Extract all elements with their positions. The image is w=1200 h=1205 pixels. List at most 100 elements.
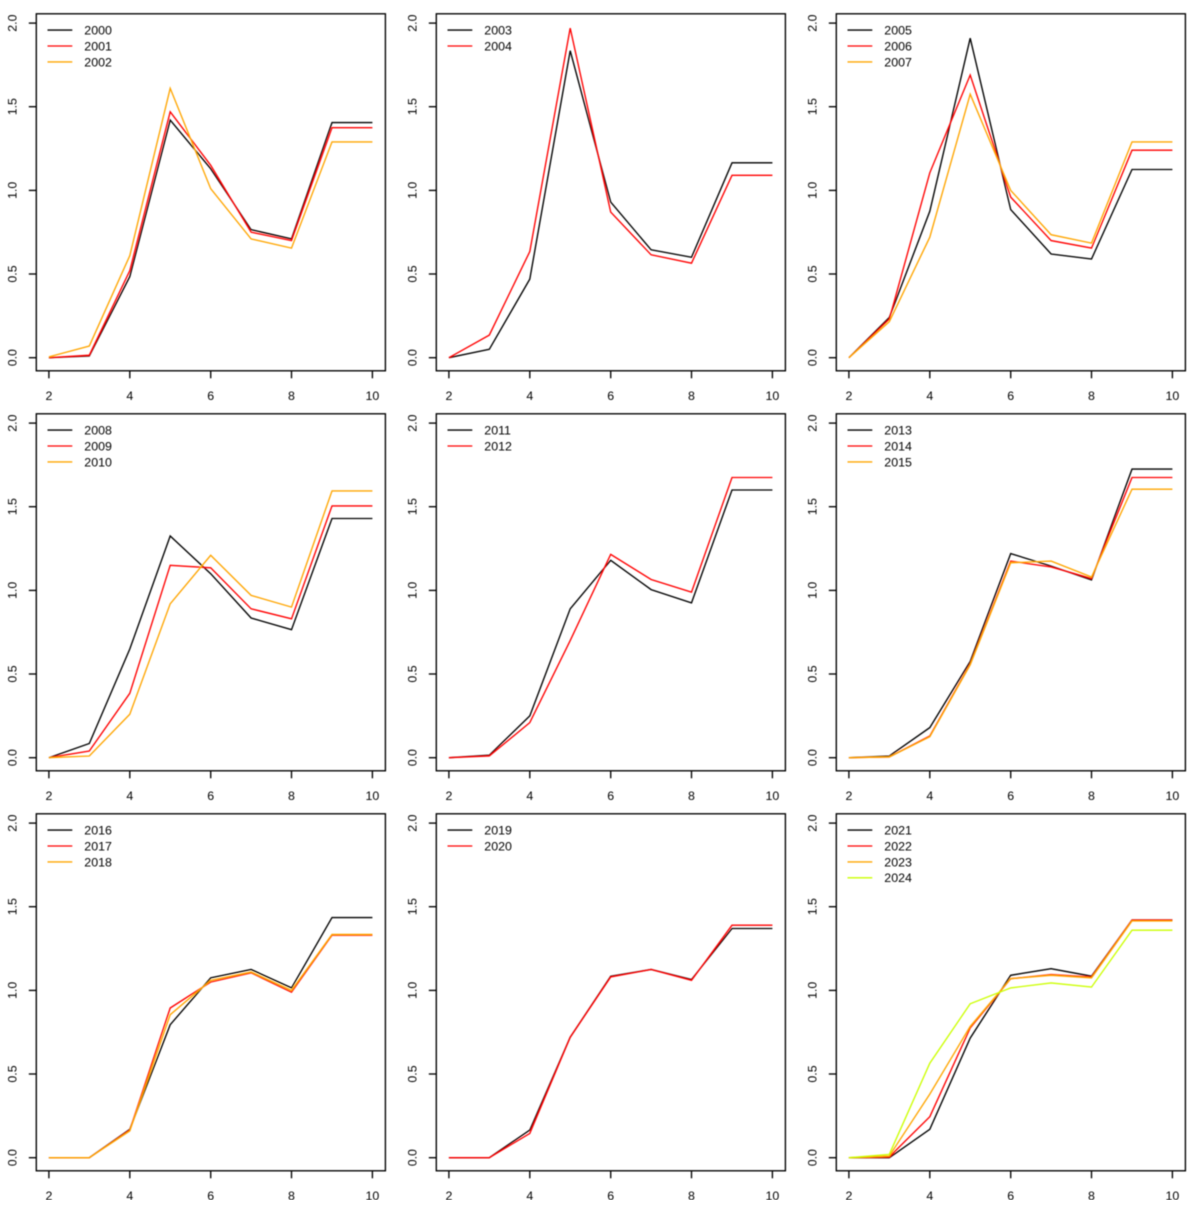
svg-text:2: 2 bbox=[445, 789, 452, 803]
svg-text:0.5: 0.5 bbox=[6, 265, 20, 282]
svg-text:1.5: 1.5 bbox=[406, 898, 420, 915]
svg-text:1.5: 1.5 bbox=[806, 98, 820, 115]
svg-text:0.0: 0.0 bbox=[806, 349, 820, 366]
svg-text:0.0: 0.0 bbox=[406, 349, 420, 366]
svg-text:8: 8 bbox=[1088, 1189, 1095, 1200]
svg-text:0.5: 0.5 bbox=[806, 265, 820, 282]
svg-text:2: 2 bbox=[845, 389, 852, 403]
svg-text:2: 2 bbox=[845, 1189, 852, 1200]
svg-text:1.0: 1.0 bbox=[806, 982, 820, 999]
svg-text:10: 10 bbox=[766, 389, 780, 403]
svg-text:1.5: 1.5 bbox=[406, 498, 420, 515]
svg-text:4: 4 bbox=[126, 1189, 133, 1200]
svg-text:2020: 2020 bbox=[484, 839, 512, 853]
svg-text:0.0: 0.0 bbox=[806, 749, 820, 766]
svg-text:2.0: 2.0 bbox=[806, 414, 820, 431]
svg-text:2: 2 bbox=[445, 1189, 452, 1200]
svg-text:8: 8 bbox=[688, 389, 695, 403]
svg-text:10: 10 bbox=[1166, 1189, 1180, 1200]
svg-text:2015: 2015 bbox=[884, 455, 912, 469]
svg-text:0.5: 0.5 bbox=[406, 265, 420, 282]
svg-text:10: 10 bbox=[766, 789, 780, 803]
svg-text:6: 6 bbox=[1007, 1189, 1014, 1200]
svg-text:10: 10 bbox=[766, 1189, 780, 1200]
svg-text:8: 8 bbox=[688, 789, 695, 803]
svg-text:2: 2 bbox=[45, 789, 52, 803]
svg-text:2010: 2010 bbox=[84, 455, 112, 469]
svg-text:4: 4 bbox=[926, 1189, 933, 1200]
svg-text:2: 2 bbox=[45, 389, 52, 403]
svg-text:2.0: 2.0 bbox=[406, 414, 420, 431]
svg-text:10: 10 bbox=[1166, 789, 1180, 803]
svg-text:0.0: 0.0 bbox=[806, 1149, 820, 1166]
svg-text:2: 2 bbox=[45, 1189, 52, 1200]
svg-text:2008: 2008 bbox=[84, 424, 112, 438]
svg-text:2.0: 2.0 bbox=[806, 814, 820, 831]
svg-text:1.0: 1.0 bbox=[806, 182, 820, 199]
svg-text:0.0: 0.0 bbox=[6, 1149, 20, 1166]
svg-text:1.0: 1.0 bbox=[406, 982, 420, 999]
svg-text:6: 6 bbox=[207, 389, 214, 403]
svg-text:1.5: 1.5 bbox=[6, 898, 20, 915]
svg-text:2.0: 2.0 bbox=[6, 814, 20, 831]
svg-text:2000: 2000 bbox=[84, 24, 112, 38]
svg-text:2009: 2009 bbox=[84, 439, 112, 453]
svg-text:6: 6 bbox=[607, 789, 614, 803]
svg-text:2021: 2021 bbox=[884, 824, 912, 838]
svg-text:1.0: 1.0 bbox=[6, 182, 20, 199]
svg-text:6: 6 bbox=[1007, 789, 1014, 803]
svg-text:0.5: 0.5 bbox=[6, 665, 20, 682]
svg-text:0.5: 0.5 bbox=[406, 1065, 420, 1082]
svg-text:2.0: 2.0 bbox=[406, 14, 420, 31]
svg-text:10: 10 bbox=[366, 1189, 380, 1200]
svg-text:0.5: 0.5 bbox=[6, 1065, 20, 1082]
svg-text:1.5: 1.5 bbox=[806, 498, 820, 515]
svg-text:4: 4 bbox=[526, 389, 533, 403]
svg-text:2013: 2013 bbox=[884, 424, 912, 438]
svg-text:8: 8 bbox=[688, 1189, 695, 1200]
svg-text:10: 10 bbox=[366, 789, 380, 803]
svg-text:2024: 2024 bbox=[884, 871, 912, 885]
svg-text:1.5: 1.5 bbox=[406, 98, 420, 115]
svg-text:1.0: 1.0 bbox=[406, 182, 420, 199]
svg-text:4: 4 bbox=[926, 389, 933, 403]
svg-text:1.5: 1.5 bbox=[6, 98, 20, 115]
svg-text:6: 6 bbox=[607, 389, 614, 403]
svg-text:1.5: 1.5 bbox=[806, 898, 820, 915]
svg-text:2006: 2006 bbox=[884, 39, 912, 53]
svg-text:0.5: 0.5 bbox=[806, 1065, 820, 1082]
svg-text:4: 4 bbox=[126, 389, 133, 403]
svg-text:2.0: 2.0 bbox=[6, 14, 20, 31]
svg-text:0.0: 0.0 bbox=[406, 1149, 420, 1166]
svg-text:2016: 2016 bbox=[84, 824, 112, 838]
svg-text:6: 6 bbox=[607, 1189, 614, 1200]
svg-text:2018: 2018 bbox=[84, 855, 112, 869]
svg-text:8: 8 bbox=[1088, 789, 1095, 803]
svg-text:2.0: 2.0 bbox=[806, 14, 820, 31]
svg-text:8: 8 bbox=[288, 389, 295, 403]
svg-text:2011: 2011 bbox=[484, 424, 511, 438]
svg-text:2003: 2003 bbox=[484, 24, 512, 38]
svg-text:2.0: 2.0 bbox=[406, 814, 420, 831]
svg-text:2001: 2001 bbox=[84, 39, 112, 53]
svg-text:1.0: 1.0 bbox=[6, 582, 20, 599]
svg-text:4: 4 bbox=[526, 1189, 533, 1200]
svg-text:2007: 2007 bbox=[884, 55, 912, 69]
svg-text:0.0: 0.0 bbox=[406, 749, 420, 766]
svg-text:1.0: 1.0 bbox=[6, 982, 20, 999]
svg-text:4: 4 bbox=[926, 789, 933, 803]
svg-text:6: 6 bbox=[207, 1189, 214, 1200]
svg-text:2023: 2023 bbox=[884, 855, 912, 869]
svg-text:4: 4 bbox=[126, 789, 133, 803]
svg-text:2004: 2004 bbox=[484, 39, 512, 53]
svg-text:2005: 2005 bbox=[884, 24, 912, 38]
svg-text:2.0: 2.0 bbox=[6, 414, 20, 431]
svg-text:6: 6 bbox=[207, 789, 214, 803]
svg-text:0.0: 0.0 bbox=[6, 749, 20, 766]
svg-text:0.0: 0.0 bbox=[6, 349, 20, 366]
svg-text:8: 8 bbox=[288, 789, 295, 803]
svg-text:0.5: 0.5 bbox=[406, 665, 420, 682]
svg-text:2: 2 bbox=[845, 789, 852, 803]
svg-text:1.5: 1.5 bbox=[6, 498, 20, 515]
svg-text:2017: 2017 bbox=[84, 839, 112, 853]
